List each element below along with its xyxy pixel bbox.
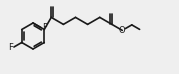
Text: F: F	[42, 23, 47, 32]
Text: O: O	[119, 26, 126, 35]
Text: F: F	[8, 42, 13, 52]
